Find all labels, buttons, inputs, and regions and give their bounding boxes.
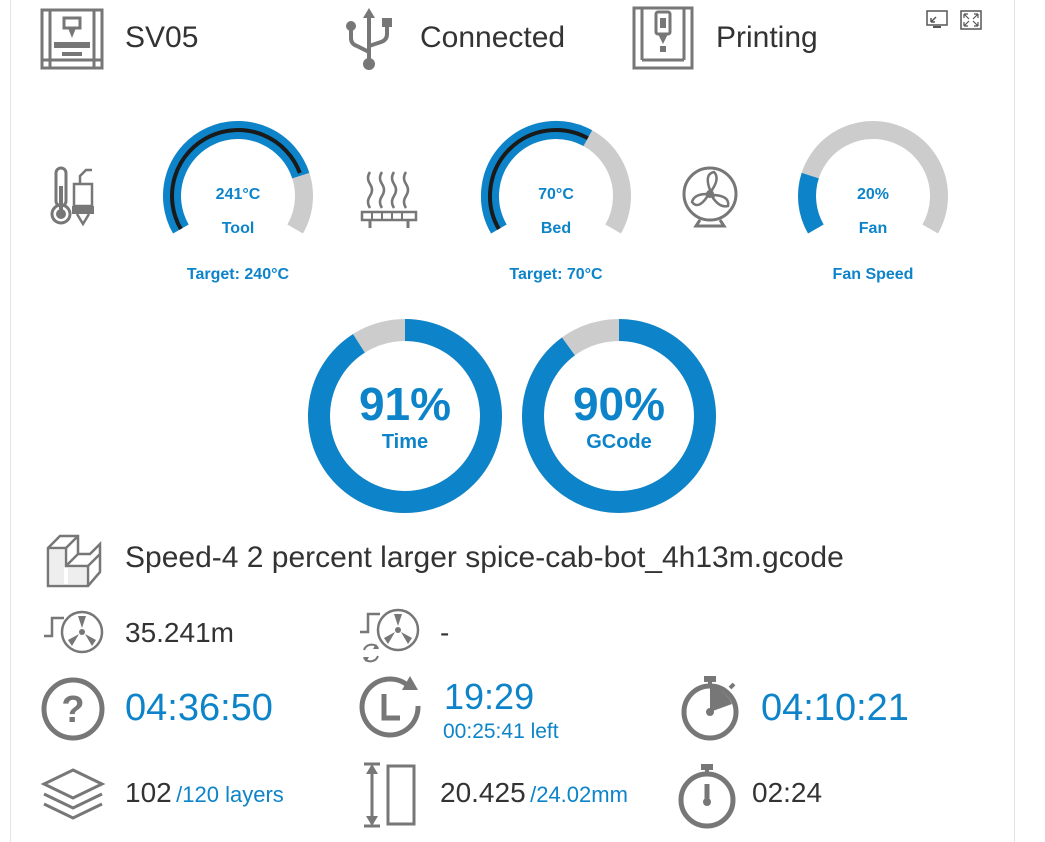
restore-window-icon[interactable]: [926, 10, 948, 30]
estimated-total-time: 04:36:50: [125, 687, 273, 729]
gcode-ring-value-arc: [522, 319, 716, 513]
printer-icon: [40, 8, 104, 70]
bed-gauge-target-arc: [488, 127, 589, 230]
bed-temp-value: 70°C: [538, 186, 574, 203]
height-readout: 20.425 /24.02mm: [440, 777, 628, 809]
filament-used-icon: [42, 608, 106, 658]
tool-target: Target: 240°C: [186, 266, 290, 283]
fullscreen-icon[interactable]: [960, 10, 982, 30]
printer-name: SV05: [125, 21, 199, 54]
layer-time: 02:24: [752, 777, 823, 808]
filament-change-value: -: [440, 617, 450, 648]
file-name: Speed-4 2 percent larger spice-cab-bot_4…: [125, 541, 844, 574]
fan-gauge-arc: [798, 121, 948, 234]
filament-change-icon: [358, 606, 422, 666]
time-progress-label: Time: [381, 431, 429, 453]
tool-gauge-arc: [163, 121, 313, 234]
eta-clock-icon: [356, 672, 428, 744]
tool-gauge-target-arc: [170, 128, 302, 230]
time-ring-value-arc: [308, 319, 502, 513]
fan-label: Fan: [858, 220, 888, 237]
layers-readout: 102 /120 layers: [125, 777, 284, 809]
tool-temp-value: 241°C: [215, 186, 261, 203]
eta-time-left: 00:25:41 left: [443, 720, 559, 743]
gcode-progress-value: 90%: [572, 378, 666, 430]
usb-icon: [343, 6, 395, 72]
total-layers: /120 layers: [176, 782, 284, 807]
fan-gauge-track-arc: [798, 121, 948, 234]
tool-label: Tool: [221, 220, 255, 237]
height-icon: [362, 762, 418, 828]
heated-bed-icon: [360, 168, 418, 232]
total-height: /24.02mm: [530, 782, 628, 807]
current-height: 20.425: [440, 777, 526, 808]
tool-gauge: 241°C Tool: [158, 118, 318, 258]
fan-speed-caption: Fan Speed: [832, 266, 914, 283]
hotend-thermometer-icon: [46, 162, 98, 232]
layer-time-stopwatch-icon: [676, 760, 738, 830]
time-progress: 91% Time: [306, 317, 504, 515]
gcode-progress-label: GCode: [586, 431, 652, 453]
connection-status: Connected: [420, 21, 566, 54]
fan-icon: [680, 164, 740, 228]
bed-target: Target: 70°C: [509, 266, 603, 283]
current-layer: 102: [125, 777, 172, 808]
eta-clock-time: 19:29: [444, 676, 535, 717]
print-status: Printing: [716, 21, 818, 54]
printer-panel: [10, 0, 1015, 842]
time-progress-value: 91%: [358, 378, 452, 430]
time-progress-ring: [308, 319, 502, 513]
file-cube-icon: [44, 528, 104, 590]
fan-speed-value: 20%: [856, 186, 890, 203]
bed-gauge-arc: [481, 120, 631, 234]
layers-icon: [40, 766, 106, 826]
bed-gauge: 70°C Bed: [476, 118, 636, 258]
gcode-progress-ring: [522, 319, 716, 513]
elapsed-time: 04:10:21: [761, 687, 909, 729]
svg-text:?: ?: [61, 689, 84, 731]
printing-icon: [632, 6, 694, 70]
bed-gauge-value-arc: [481, 120, 593, 234]
fan-gauge-value-arc: [798, 172, 824, 234]
gcode-progress: 90% GCode: [520, 317, 718, 515]
estimated-time-icon: ?: [40, 676, 106, 742]
fan-gauge: 20% Fan: [793, 118, 953, 258]
filament-used-value: 35.241m: [125, 617, 234, 648]
bed-label: Bed: [540, 220, 572, 237]
elapsed-stopwatch-icon: [678, 672, 742, 742]
